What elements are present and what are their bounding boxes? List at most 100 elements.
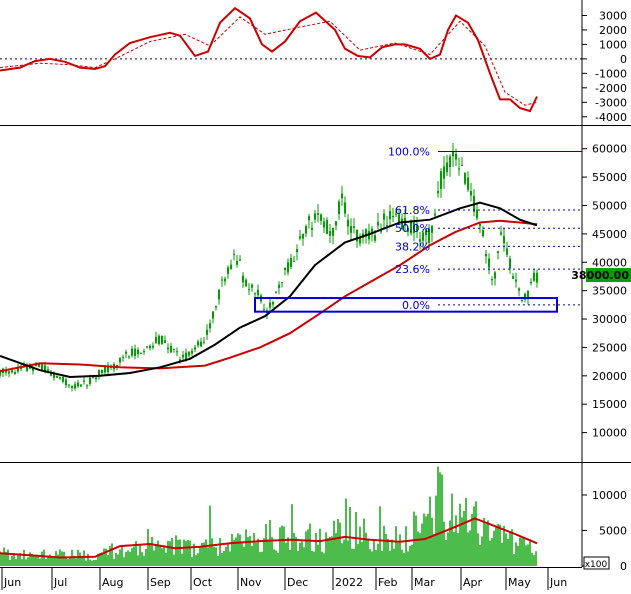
candle-body: [446, 162, 448, 173]
candle-body: [458, 168, 460, 170]
candle: [395, 208, 397, 218]
candle: [506, 241, 508, 258]
volume-bar: [217, 555, 219, 566]
volume-bar: [55, 551, 57, 566]
candle: [170, 342, 172, 354]
volume-bar: [505, 533, 507, 566]
candle-body: [155, 336, 157, 343]
x-tick-label: Jun: [549, 576, 567, 589]
x-tick-label: Dec: [287, 576, 308, 589]
volume-bar: [263, 538, 265, 566]
candle-body: [500, 232, 502, 235]
candle: [425, 227, 427, 244]
volume-bar: [91, 560, 93, 566]
candle: [143, 348, 145, 355]
price-y-tick-label: 15000: [592, 398, 627, 411]
candle: [305, 224, 307, 238]
volume-bar: [53, 557, 55, 566]
candle-body: [314, 213, 316, 220]
volume-bar: [253, 533, 255, 566]
candle: [311, 221, 313, 238]
oscillator-y-tick-label: -1000: [595, 67, 627, 80]
candle-body: [173, 348, 175, 350]
candle: [167, 343, 169, 354]
volume-bar: [191, 556, 193, 566]
volume-y-tick-label: 10000: [592, 489, 627, 502]
candle-body: [209, 323, 211, 329]
volume-bar: [485, 524, 487, 566]
volume-bar: [63, 551, 65, 566]
candle: [161, 335, 163, 345]
candle: [203, 336, 205, 345]
volume-bar: [309, 523, 311, 566]
volume-bar: [433, 534, 435, 566]
candle-body: [536, 272, 538, 283]
volume-bar: [247, 537, 249, 566]
volume-bar: [29, 552, 31, 566]
volume-bar: [181, 553, 183, 566]
time-axis: Jun Jul Aug Sep Oct Nov Dec 2022 Feb Mar Apr May Jun: [1, 567, 567, 590]
volume-bar: [363, 518, 365, 566]
volume-bar: [139, 544, 141, 566]
candle: [446, 154, 448, 177]
candle-body: [329, 231, 331, 236]
volume-bar: [283, 526, 285, 566]
volume-bar: [305, 531, 307, 566]
candle: [389, 204, 391, 226]
candle-body: [389, 211, 391, 220]
price-panel: 100.0% 61.8% 50.0% 38.2% 23.6% 0.0% 60000 55000…: [0, 143, 631, 440]
candle: [206, 324, 208, 340]
candle-body: [11, 370, 13, 373]
volume-bar: [185, 540, 187, 566]
volume-bar: [167, 540, 169, 566]
candle-body: [302, 233, 304, 239]
volume-bar: [235, 537, 237, 566]
volume-bar: [289, 550, 291, 566]
volume-bar: [447, 532, 449, 566]
candle-body: [14, 372, 16, 375]
volume-bar: [455, 515, 457, 566]
x-tick-label: 2022: [335, 576, 363, 589]
volume-bar: [321, 551, 323, 566]
candle-body: [242, 275, 244, 283]
candle-body: [56, 376, 58, 378]
volume-bar: [225, 546, 227, 566]
volume-bar: [497, 524, 499, 566]
support-zone-box: [254, 297, 558, 313]
candle-body: [305, 226, 307, 234]
candle-body: [350, 226, 352, 233]
volume-bar: [61, 551, 63, 566]
candle-body: [317, 213, 319, 215]
candle: [230, 259, 232, 270]
volume-bar: [67, 559, 69, 566]
volume-bar: [175, 535, 177, 566]
volume-bar: [41, 551, 43, 566]
panel-frame: [0, 0, 631, 568]
volume-bar: [149, 543, 151, 566]
fibonacci-level-label: 23.6%: [395, 263, 430, 276]
candle: [152, 342, 154, 350]
volume-bar: [357, 544, 359, 566]
volume-bar: [199, 545, 201, 566]
volume-bar: [373, 539, 375, 566]
candle: [176, 347, 178, 357]
volume-bar: [203, 542, 205, 566]
candle: [239, 255, 241, 261]
volume-bar: [155, 545, 157, 566]
volume-bar: [277, 552, 279, 566]
volume-bar: [307, 529, 309, 566]
volume-bar: [229, 551, 231, 566]
candle: [215, 305, 217, 311]
volume-bar: [365, 532, 367, 566]
volume-bar: [317, 544, 319, 566]
candle-body: [398, 214, 400, 223]
volume-unit-label: x100: [585, 560, 608, 570]
volume-bar: [463, 510, 465, 566]
volume-bar: [369, 549, 371, 566]
volume-bar: [431, 517, 433, 566]
volume-bar: [399, 534, 401, 566]
volume-bar: [481, 536, 483, 566]
candle: [59, 376, 61, 381]
candle-body: [35, 364, 37, 367]
candle: [158, 334, 160, 346]
